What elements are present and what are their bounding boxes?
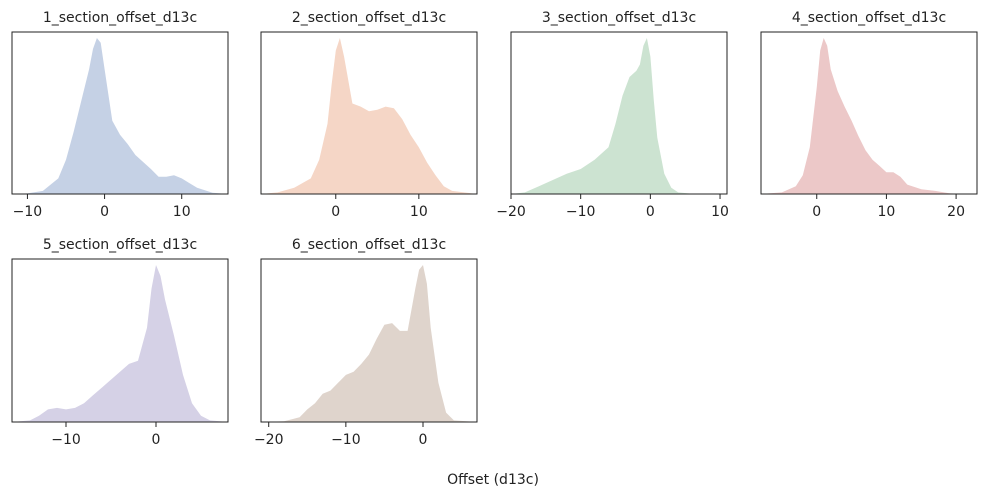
x-tick-label: −10 — [566, 204, 596, 220]
x-tick-label: −20 — [254, 432, 284, 448]
x-tick-label: −10 — [13, 204, 43, 220]
x-tick-label: 10 — [711, 204, 729, 220]
panel-3: 3_section_offset_d13c −20 −10 0 10 — [496, 10, 729, 220]
axes-frame — [260, 31, 478, 195]
density-area — [12, 38, 228, 194]
density-area — [761, 38, 977, 194]
panel-title: 3_section_offset_d13c — [542, 10, 696, 26]
x-tick-label: 10 — [410, 204, 428, 220]
panel-title: 5_section_offset_d13c — [43, 237, 197, 253]
axes-frame — [510, 31, 728, 195]
x-tick-label: 0 — [812, 204, 821, 220]
density-area — [261, 265, 477, 422]
x-tick-label: 10 — [173, 204, 191, 220]
x-tick-label: 10 — [878, 204, 896, 220]
panel-5: 5_section_offset_d13c −10 0 — [11, 237, 229, 448]
x-tick-label: 0 — [152, 432, 161, 448]
x-tick-label: 0 — [100, 204, 109, 220]
axes-frame — [11, 31, 229, 195]
x-tick-label: −10 — [51, 432, 81, 448]
density-area — [261, 38, 477, 194]
panel-2: 2_section_offset_d13c 0 10 — [260, 10, 478, 220]
density-area — [511, 38, 727, 194]
x-tick-label: 20 — [947, 204, 965, 220]
x-tick-label: 0 — [331, 204, 340, 220]
panel-title: 4_section_offset_d13c — [792, 10, 946, 26]
panel-1: 1_section_offset_d13c −10 0 10 — [11, 10, 229, 220]
panel-title: 2_section_offset_d13c — [292, 10, 446, 26]
x-tick-label: −10 — [331, 432, 361, 448]
panel-title: 1_section_offset_d13c — [43, 10, 197, 26]
x-tick-label: −20 — [496, 204, 526, 220]
x-axis-label: Offset (d13c) — [447, 472, 539, 488]
axes-frame — [11, 258, 229, 423]
panel-title: 6_section_offset_d13c — [292, 237, 446, 253]
panel-4: 4_section_offset_d13c 0 10 20 — [760, 10, 978, 220]
panel-6: 6_section_offset_d13c −20 −10 0 — [254, 237, 478, 448]
x-tick-label: 0 — [419, 432, 428, 448]
axes-frame — [260, 258, 478, 423]
axes-frame — [760, 31, 978, 195]
density-area — [12, 265, 228, 422]
x-tick-label: 0 — [646, 204, 655, 220]
